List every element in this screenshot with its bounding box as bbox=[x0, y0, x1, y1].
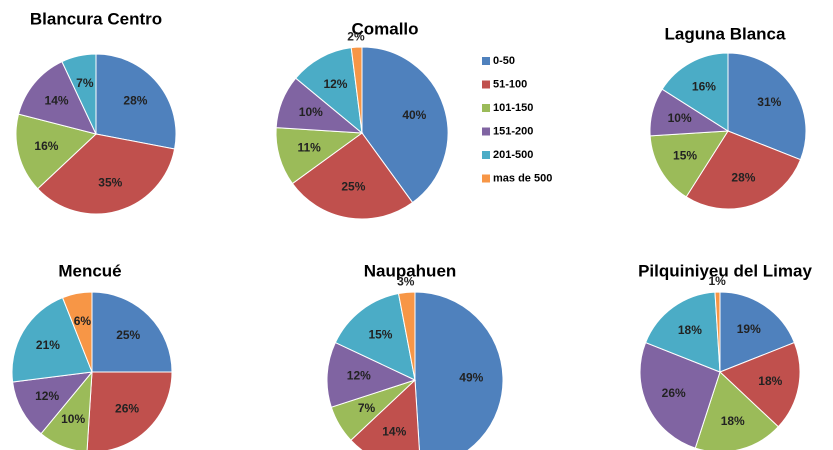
data-label: 15% bbox=[673, 149, 697, 163]
data-label: 18% bbox=[721, 414, 745, 428]
pie-slice bbox=[350, 378, 420, 450]
pie-slice bbox=[361, 46, 449, 204]
legend-label: 0-50 bbox=[493, 55, 515, 67]
data-label: 25% bbox=[341, 180, 365, 194]
chart-title: Naupahuen bbox=[364, 261, 457, 280]
data-label: 14% bbox=[45, 94, 69, 108]
data-label: 28% bbox=[731, 171, 755, 185]
data-label: 7% bbox=[76, 76, 94, 90]
chart-title: Pilquiniyeu del Limay bbox=[638, 261, 812, 280]
pie-slice bbox=[61, 53, 97, 135]
pie-slice bbox=[414, 291, 504, 450]
data-label: 15% bbox=[368, 328, 392, 342]
pie-slice bbox=[719, 291, 796, 373]
chart-title: Comallo bbox=[351, 19, 418, 38]
data-label: 21% bbox=[36, 338, 60, 352]
pie-slice bbox=[661, 52, 729, 132]
data-label: 1% bbox=[709, 274, 727, 288]
data-label: 35% bbox=[98, 175, 122, 189]
pie-slice bbox=[639, 341, 721, 449]
legend-label: 201-500 bbox=[493, 149, 533, 161]
pie-slice bbox=[334, 292, 416, 381]
data-label: 10% bbox=[668, 111, 692, 125]
pie-slice bbox=[685, 130, 802, 210]
legend-swatch bbox=[482, 127, 490, 136]
legend-swatch bbox=[482, 80, 490, 89]
pie-slice bbox=[649, 130, 729, 198]
pie-slice bbox=[295, 47, 363, 135]
legend-label: 151-200 bbox=[493, 125, 533, 137]
data-label: 16% bbox=[34, 139, 58, 153]
pie-slice bbox=[17, 60, 97, 135]
data-label: 16% bbox=[692, 79, 716, 93]
data-label: 2% bbox=[347, 29, 365, 43]
data-label: 12% bbox=[347, 369, 371, 383]
pie-slice bbox=[11, 296, 93, 383]
legend-swatch bbox=[482, 57, 490, 65]
pie-slice bbox=[291, 132, 414, 220]
pie-slice bbox=[719, 341, 801, 428]
data-label: 49% bbox=[459, 370, 483, 384]
data-label: 12% bbox=[323, 77, 347, 91]
pie-slice bbox=[36, 133, 176, 215]
data-label: 10% bbox=[61, 412, 85, 426]
chart-title: Blancura Centro bbox=[30, 9, 162, 28]
data-label: 7% bbox=[358, 401, 376, 415]
legend-swatch bbox=[482, 174, 490, 183]
data-label: 3% bbox=[397, 275, 415, 289]
pie-slice bbox=[91, 291, 173, 373]
data-label: 31% bbox=[757, 95, 781, 109]
pie-slice bbox=[326, 341, 417, 408]
legend-label: mas de 500 bbox=[493, 172, 552, 184]
data-label: 19% bbox=[737, 322, 761, 336]
pie-slice bbox=[61, 291, 93, 373]
data-label: 40% bbox=[402, 108, 426, 122]
data-label: 18% bbox=[678, 323, 702, 337]
pie-slice bbox=[95, 53, 177, 150]
pie-slice bbox=[15, 113, 98, 190]
legend-label: 101-150 bbox=[493, 102, 533, 114]
data-label: 14% bbox=[382, 425, 406, 439]
data-label: 18% bbox=[758, 374, 782, 388]
pie-slice bbox=[86, 371, 173, 450]
chart-title: Laguna Blanca bbox=[665, 24, 786, 43]
pie-slice bbox=[714, 291, 721, 373]
data-label: 26% bbox=[115, 401, 139, 415]
pie-slice bbox=[12, 371, 94, 435]
data-label: 28% bbox=[123, 94, 147, 108]
data-label: 10% bbox=[299, 105, 323, 119]
pie-slice bbox=[644, 291, 721, 373]
data-label: 26% bbox=[662, 386, 686, 400]
pie-slice bbox=[727, 52, 807, 161]
chart-title: Mencué bbox=[58, 261, 121, 280]
data-label: 25% bbox=[116, 328, 140, 342]
legend-label: 51-100 bbox=[493, 78, 527, 90]
legend-swatch bbox=[482, 104, 490, 112]
data-label: 6% bbox=[74, 314, 92, 328]
pie-slice bbox=[397, 291, 416, 381]
data-label: 11% bbox=[297, 141, 321, 155]
legend-swatch bbox=[482, 151, 490, 159]
pie-slice bbox=[350, 46, 363, 134]
data-label: 12% bbox=[35, 389, 59, 403]
